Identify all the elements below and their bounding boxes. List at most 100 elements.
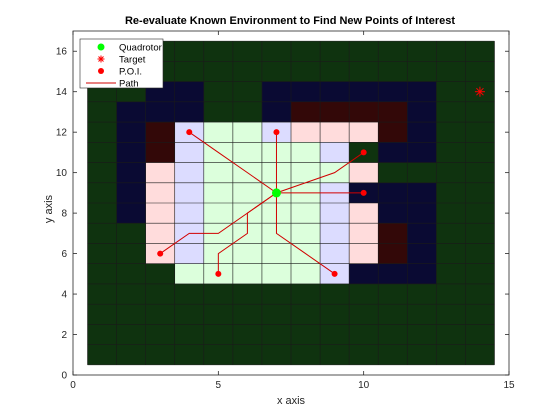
map-cell-frontier-blue — [174, 203, 204, 224]
axes-box — [72, 30, 510, 376]
map-cell-frontier-pink — [145, 203, 175, 224]
legend-path-label: Path — [119, 79, 139, 90]
legend-target-label: Target — [119, 55, 146, 66]
map-cell-unexplored — [378, 142, 408, 163]
map-cell-obstacle — [378, 223, 408, 244]
map-cell-obstacle — [145, 122, 175, 143]
x-tick-label: 0 — [70, 380, 76, 391]
map-cell-known-free — [261, 243, 291, 264]
map-cell-frontier-blue — [174, 162, 204, 183]
plot-area: 0 5 10 15 0 2 4 6 8 10 12 14 16 — [56, 30, 515, 391]
map-cell-unexplored — [407, 263, 437, 284]
map-cell-known-free — [291, 142, 321, 163]
map-cell-unexplored — [349, 81, 379, 102]
map-cell-unexplored — [261, 101, 291, 123]
map-cell-unexplored — [320, 81, 350, 102]
map-cell-frontier-pink — [349, 203, 379, 224]
y-tick-label: 0 — [61, 371, 67, 382]
y-tick-label: 16 — [56, 47, 68, 58]
x-axis-label: x axis — [277, 395, 306, 407]
legend-box — [79, 38, 164, 89]
legend-item-target: Target — [97, 55, 146, 66]
map-cell-obstacle — [320, 101, 350, 123]
map-cell-known-free — [232, 263, 262, 284]
map-cell-obstacle — [378, 101, 408, 123]
poi-marker — [157, 250, 164, 257]
y-tick-label: 2 — [61, 330, 67, 341]
map-cell-known-free — [203, 203, 233, 224]
map-cell-known-free — [291, 162, 321, 183]
map-cell-unexplored — [261, 81, 291, 102]
map-cell-unexplored — [407, 122, 437, 143]
map-cell-frontier-pink — [145, 162, 175, 183]
poi-marker — [215, 270, 222, 277]
path-line — [188, 131, 277, 194]
quadrotor-marker — [271, 188, 281, 198]
legend-item-path: Path — [86, 79, 139, 90]
map-cell-frontier-blue — [320, 142, 350, 163]
map-cell-frontier-blue — [174, 182, 204, 203]
y-tick-label: 14 — [56, 87, 68, 98]
y-axis-label: y axis — [43, 194, 55, 223]
map-cell-unexplored — [407, 223, 437, 244]
map-cell-known-free — [174, 263, 204, 284]
map-cell-unexplored — [407, 81, 437, 102]
map-cell-frontier-pink — [349, 223, 379, 244]
legend-poi-marker — [98, 68, 104, 74]
y-tick-label: 6 — [61, 249, 67, 260]
map-cell-known-free — [291, 203, 321, 224]
path-line — [276, 152, 364, 194]
map-cell-unexplored — [116, 203, 146, 224]
map-cell-frontier-blue — [320, 223, 350, 244]
map-cell-frontier-pink — [320, 122, 350, 143]
map-cell-frontier-blue — [174, 142, 204, 163]
y-tick-label: 8 — [61, 209, 67, 220]
map-cell-unexplored — [407, 243, 437, 264]
x-tick-label: 15 — [503, 380, 515, 391]
poi-marker — [186, 129, 193, 136]
legend-item-poi: P.O.I. — [98, 67, 142, 78]
map-cell-unexplored — [116, 162, 146, 183]
path-lines — [159, 131, 364, 275]
x-tick-label: 10 — [358, 380, 370, 391]
map-cell-unexplored — [378, 263, 408, 284]
map-cell-unexplored — [174, 101, 204, 123]
map-cell-frontier-pink — [349, 162, 379, 183]
map-cell-known-free — [291, 263, 321, 284]
map-cell-known-free — [203, 162, 233, 183]
cell-gridlines — [87, 40, 495, 366]
map-cell-known-free — [203, 122, 233, 143]
map-cell-known-free — [232, 182, 262, 203]
map-cell-frontier-pink — [145, 223, 175, 244]
map-cell-unexplored — [378, 182, 408, 203]
y-tick-label: 4 — [61, 290, 67, 301]
legend-poi-label: P.O.I. — [119, 67, 142, 78]
legend-quadrotor-marker — [97, 43, 105, 51]
map-cell-frontier-pink — [145, 182, 175, 203]
poi-marker — [360, 149, 367, 156]
map-cell-unexplored — [116, 101, 146, 123]
map-cell-frontier-pink — [349, 122, 379, 143]
path-line — [275, 192, 335, 275]
poi-marker — [360, 189, 367, 196]
map-cell-unexplored — [378, 203, 408, 224]
target-marker-stroke — [476, 87, 484, 96]
poi-marker — [331, 270, 338, 277]
map-cell-known-free — [232, 122, 262, 143]
map-cell-obstacle — [378, 243, 408, 264]
map-cell-frontier-pink — [291, 122, 321, 143]
chart-title: Re-evaluate Known Environment to Find Ne… — [125, 15, 455, 27]
map-cell-known-free — [203, 182, 233, 203]
map-cell-unexplored — [407, 101, 437, 123]
map-cell-frontier-blue — [320, 243, 350, 264]
y-tick-label: 12 — [56, 128, 68, 139]
map-cell-unexplored — [145, 101, 175, 123]
map-cell-known-free — [232, 142, 262, 163]
map-cell-known-free — [261, 263, 291, 284]
map-cell-known-free — [291, 223, 321, 244]
map-cell-obstacle — [378, 122, 408, 143]
map-cell-unexplored — [407, 203, 437, 224]
legend-item-quadrotor: Quadrotor — [97, 43, 162, 54]
legend-target-marker — [97, 55, 105, 63]
x-ticks: 0 5 10 15 — [70, 31, 515, 391]
